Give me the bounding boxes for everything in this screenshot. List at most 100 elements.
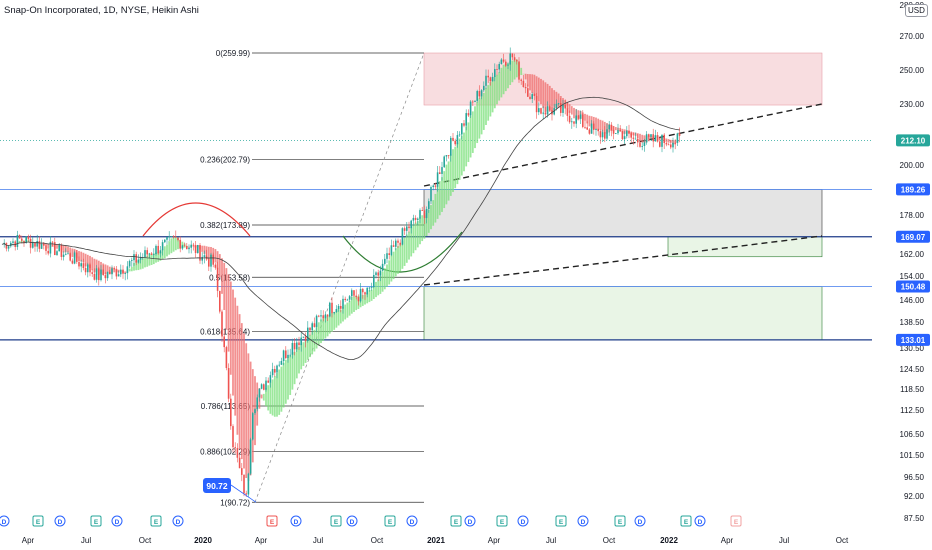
- candle-body: [428, 201, 430, 210]
- x-axis-tick-label: 2022: [660, 536, 678, 545]
- candle-body: [71, 260, 74, 264]
- candle-body: [252, 413, 254, 440]
- dividend-marker-label: D: [581, 519, 586, 526]
- candle-body: [293, 342, 296, 350]
- dividend-marker: [0, 515, 10, 527]
- earnings-marker: [32, 515, 44, 527]
- candle-body: [630, 133, 632, 138]
- candle-body: [595, 128, 597, 130]
- candle-body: [289, 354, 291, 356]
- candle-body: [155, 245, 157, 255]
- candle-body: [280, 360, 283, 365]
- dividend-marker: [111, 515, 123, 527]
- candle-body: [115, 269, 118, 277]
- candle-body: [300, 337, 302, 346]
- candle-body: [511, 53, 514, 58]
- candle-body: [672, 142, 674, 148]
- candle-body: [157, 245, 159, 254]
- candle-body: [58, 244, 60, 252]
- candle-body: [133, 254, 135, 261]
- candle-body: [579, 114, 582, 119]
- candle-body: [386, 253, 388, 259]
- price-tag: [896, 280, 930, 293]
- candle-body: [49, 241, 52, 254]
- candle-body: [10, 242, 12, 247]
- y-axis-tick-label: 230.00: [900, 100, 925, 109]
- candle-body: [458, 134, 461, 136]
- earnings-marker: [384, 515, 396, 527]
- candle-body: [82, 263, 85, 269]
- candle-body: [236, 448, 239, 458]
- candle-body: [216, 267, 219, 291]
- candle-body: [362, 288, 364, 293]
- candle-body: [203, 255, 206, 257]
- candle-body: [183, 245, 186, 247]
- candle-body: [337, 305, 340, 310]
- earnings-marker-label: E: [270, 519, 275, 526]
- candle-body: [194, 245, 197, 253]
- earnings-marker: [496, 515, 508, 527]
- candle-body: [507, 64, 509, 66]
- zone-support: [423, 286, 823, 341]
- price-tag-label: 150.48: [901, 283, 926, 292]
- candle-body: [131, 260, 133, 261]
- candle-body: [392, 245, 395, 247]
- candle-body: [454, 140, 456, 145]
- candle-body: [650, 134, 652, 137]
- ma-ribbon: [12, 59, 681, 482]
- x-axis-tick-label: Jul: [546, 536, 556, 545]
- candle-body: [150, 253, 153, 255]
- candle-body: [80, 263, 82, 267]
- candle-body: [287, 354, 289, 359]
- dividend-marker: [290, 515, 302, 527]
- candle-body: [463, 123, 465, 126]
- candle-body: [406, 226, 408, 231]
- candle-body: [505, 61, 507, 66]
- candle-body: [267, 380, 269, 383]
- candle-body: [249, 439, 252, 474]
- candle-body: [615, 133, 617, 135]
- candle-body: [170, 236, 173, 238]
- earnings-marker: [150, 515, 162, 527]
- candle-body: [32, 242, 34, 248]
- candle-body: [73, 252, 76, 264]
- candle-body: [626, 130, 628, 137]
- candle-body: [51, 241, 54, 243]
- low-marker-connector: [230, 484, 257, 503]
- price-tag-label: 169.07: [901, 233, 926, 242]
- dividend-marker: [634, 515, 646, 527]
- candle-body: [678, 133, 681, 136]
- candle-body: [496, 69, 498, 70]
- candle-body: [425, 209, 428, 219]
- candle-body: [34, 242, 36, 247]
- earnings-marker-label: E: [154, 519, 159, 526]
- candle-body: [139, 257, 142, 260]
- candle-body: [18, 234, 21, 239]
- earnings-marker-label: E: [388, 519, 393, 526]
- candle-body: [381, 263, 384, 271]
- candle-body: [307, 327, 309, 342]
- candle-body: [238, 457, 241, 469]
- earnings-marker: [450, 515, 462, 527]
- dividend-marker-label: D: [350, 519, 355, 526]
- y-axis-tick-label: 124.50: [900, 365, 925, 374]
- candle-body: [478, 91, 481, 97]
- currency-button[interactable]: USD: [905, 4, 928, 17]
- candle-body: [285, 350, 287, 359]
- candle-body: [190, 244, 192, 248]
- y-axis-tick-label: 270.00: [900, 32, 925, 41]
- x-axis-tick-label: Oct: [139, 536, 152, 545]
- candle-body: [122, 269, 124, 274]
- lower-trendline: [423, 235, 823, 286]
- candle-body: [27, 236, 30, 239]
- candle-body: [408, 226, 410, 229]
- y-axis-tick-label: 112.50: [900, 406, 924, 415]
- candle-body: [535, 95, 538, 113]
- price-tag-label: 189.26: [901, 185, 926, 194]
- candle-body: [564, 104, 566, 109]
- candle-body: [348, 296, 351, 300]
- candle-body: [100, 269, 102, 281]
- x-axis-tick-label: Jul: [313, 536, 323, 545]
- candle-body: [531, 94, 533, 99]
